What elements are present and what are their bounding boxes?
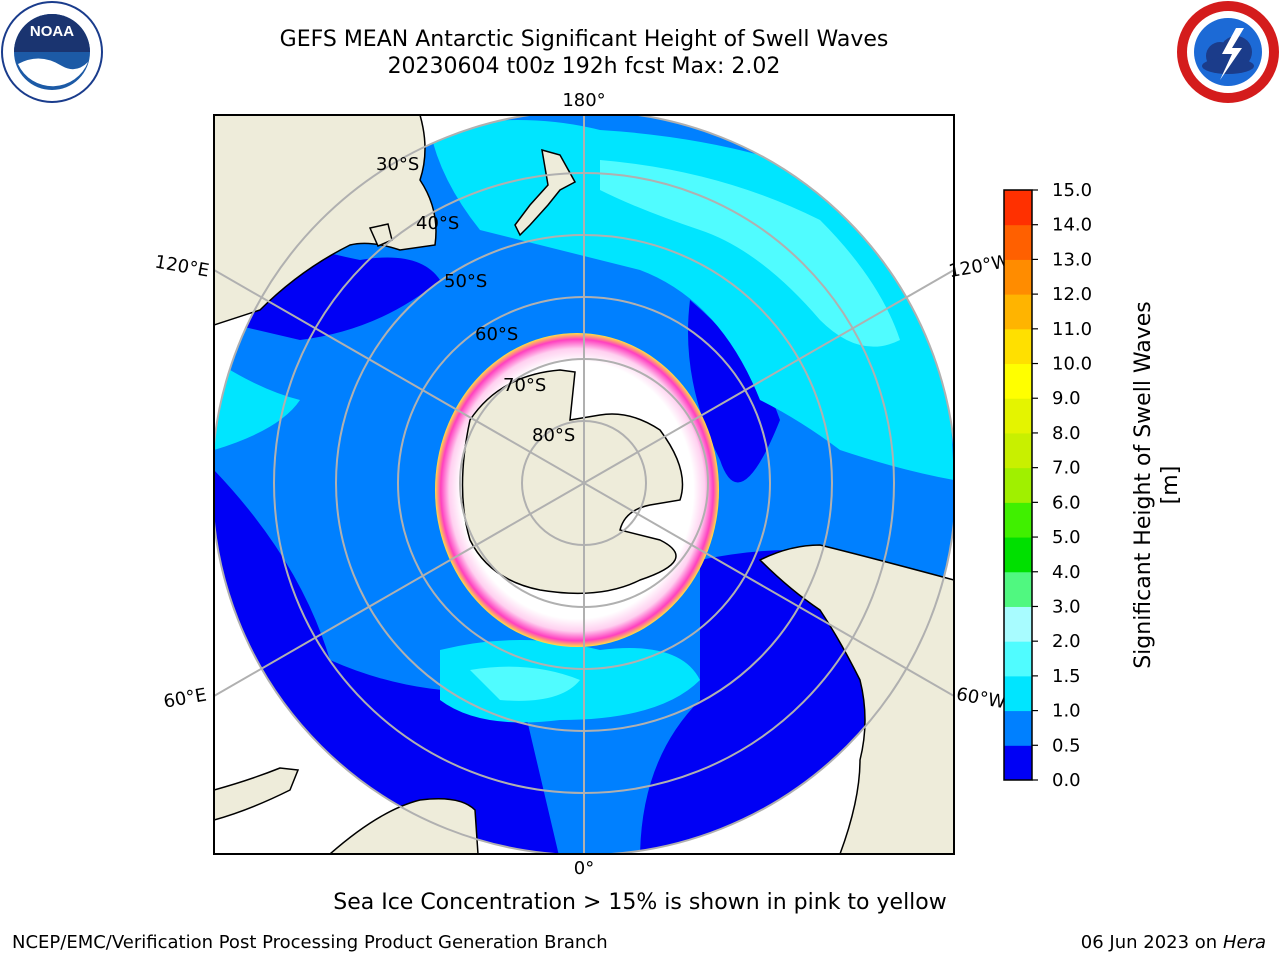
colorbar-segment	[1004, 710, 1032, 746]
chart-subtitle: 20230604 t00z 192h fcst Max: 2.02	[387, 54, 781, 79]
lon-label-60e: 60°E	[162, 684, 208, 712]
noaa-logo-text: NOAA	[30, 23, 74, 40]
colorbar-segment	[1004, 571, 1032, 607]
colorbar-tick-label: 4.0	[1052, 562, 1081, 583]
sea-ice-caption: Sea Ice Concentration > 15% is shown in …	[333, 890, 947, 915]
colorbar-tick-label: 8.0	[1052, 423, 1081, 444]
ocean-swell-high-west	[214, 360, 300, 450]
africa-landmass	[328, 798, 479, 854]
colorbar-tick-label: 7.0	[1052, 458, 1081, 479]
lon-label-60w: 60°W	[955, 684, 1008, 713]
colorbar-segment	[1004, 294, 1032, 330]
madagascar-landmass	[214, 767, 300, 821]
colorbar-tick-label: 13.0	[1052, 249, 1092, 270]
national-weather-service-logo	[1177, 1, 1279, 103]
colorbar-segment	[1004, 224, 1032, 260]
colorbar-tick-label: 2.0	[1052, 631, 1081, 652]
colorbar-segment	[1004, 398, 1032, 434]
australia-landmass	[214, 115, 437, 326]
colorbar-tick-label: 5.0	[1052, 527, 1081, 548]
colorbar-tick-label: 6.0	[1052, 492, 1081, 513]
colorbar-tick-label: 1.0	[1052, 701, 1081, 722]
graticule	[214, 115, 954, 854]
ocean-swell-low-pacific	[688, 300, 780, 483]
colorbar-tick-label: 1.5	[1052, 666, 1081, 687]
noaa-logo: NOAA	[1, 1, 103, 103]
colorbar-tick-label: 12.0	[1052, 284, 1092, 305]
chart-title: GEFS MEAN Antarctic Significant Height o…	[279, 27, 889, 52]
footer-credit: NCEP/EMC/Verification Post Processing Pr…	[12, 932, 608, 953]
colorbar-segment	[1004, 537, 1032, 573]
colorbar-label: Significant Height of Swell Waves [m]	[1131, 301, 1183, 669]
ocean-swell-peak-pacific	[600, 160, 900, 347]
colorbar-tick-label: 14.0	[1052, 215, 1092, 236]
colorbar-segment	[1004, 259, 1032, 295]
colorbar-tick-label: 11.0	[1052, 319, 1092, 340]
colorbar: 0.0 0.5 1.0 1.5 2.0 3.0 4.0 5.0 6.0 7.0 8.0 9.0 10.0…	[1003, 180, 1092, 791]
colorbar-tick-label: 9.0	[1052, 388, 1081, 409]
map-area: 30°S 40°S 50°S 60°S 70°S 80°S	[214, 115, 954, 854]
colorbar-segment	[1004, 432, 1032, 469]
colorbar-tick-label: 0.0	[1052, 770, 1081, 791]
colorbar-segment	[1004, 190, 1032, 226]
colorbar-segment	[1004, 675, 1032, 712]
colorbar-segment	[1004, 502, 1032, 538]
colorbar-segment	[1004, 363, 1032, 399]
lat-label-70s: 70°S	[503, 375, 546, 396]
ocean-swell-peak-indian	[470, 666, 580, 701]
colorbar-tick-label: 15.0	[1052, 180, 1092, 201]
lon-label-120w: 120°W	[947, 251, 1011, 282]
antarctica-landmass	[461, 369, 684, 595]
colorbar-segment	[1004, 606, 1032, 642]
footer-date-text: 06 Jun 2023 on	[1080, 932, 1218, 953]
colorbar-segment	[1004, 467, 1032, 503]
colorbar-segment	[1004, 641, 1032, 677]
colorbar-tick-label: 10.0	[1052, 354, 1092, 375]
lon-label-0: 0°	[574, 858, 594, 879]
lat-label-40s: 40°S	[416, 213, 459, 234]
colorbar-frame	[1003, 189, 1033, 781]
map-frame	[213, 114, 955, 855]
colorbar-segment	[1004, 745, 1032, 781]
colorbar-segment	[1004, 328, 1032, 365]
south-america-landmass	[758, 544, 954, 854]
meridian-60e-120w	[214, 269, 954, 697]
lat-label-30s: 30°S	[376, 154, 419, 175]
colorbar-tick-label: 0.5	[1052, 735, 1081, 756]
footer-machine: Hera	[1222, 932, 1266, 953]
colorbar-tick-label: 3.0	[1052, 596, 1081, 617]
lat-label-50s: 50°S	[444, 271, 487, 292]
lat-label-80s: 80°S	[532, 425, 575, 446]
ocean-swell-high-pacific	[430, 120, 954, 480]
lat-label-60s: 60°S	[475, 324, 518, 345]
footer-date: 06 Jun 2023 on Hera	[1081, 932, 1266, 953]
lon-label-180: 180°	[562, 90, 605, 111]
lon-label-120e: 120°E	[153, 251, 211, 281]
latitude-labels: 30°S 40°S 50°S 60°S 70°S 80°S	[376, 154, 575, 446]
